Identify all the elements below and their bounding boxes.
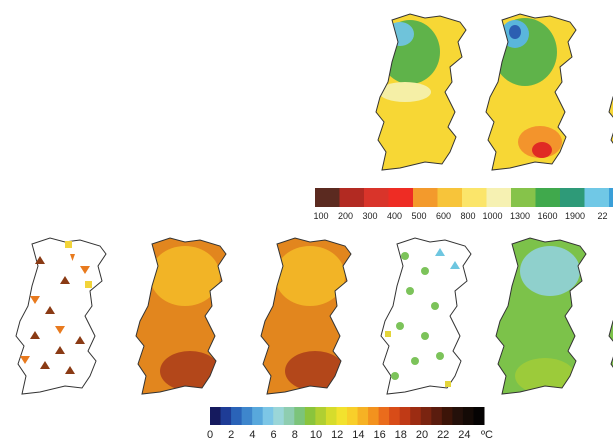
colorbar-swatch bbox=[609, 188, 613, 207]
colorbar-label: 22 bbox=[597, 211, 607, 221]
colorbar-swatch bbox=[368, 407, 379, 425]
colorbar-swatch bbox=[585, 188, 610, 207]
colorbar-label: 8 bbox=[292, 429, 298, 441]
colorbar-swatch bbox=[284, 407, 295, 425]
map-stations-triangles bbox=[10, 236, 110, 396]
map-temp-2 bbox=[255, 236, 355, 396]
colorbar-label: 0 bbox=[207, 429, 213, 441]
colorbar-swatch bbox=[315, 407, 326, 425]
colorbar-swatch bbox=[242, 407, 253, 425]
colorbar-swatch bbox=[421, 407, 432, 425]
colorbar-label: 20 bbox=[416, 429, 428, 441]
figure: 100200300400500600800100013001600190022 … bbox=[0, 0, 613, 443]
colorbar-label: 1900 bbox=[565, 211, 585, 221]
colorbar-swatch bbox=[410, 407, 421, 425]
colorbar-swatch bbox=[462, 188, 487, 207]
colorbar-swatch bbox=[336, 407, 347, 425]
colorbar-swatch bbox=[560, 188, 585, 207]
colorbar-label: 18 bbox=[395, 429, 407, 441]
map-stations-circles bbox=[375, 236, 475, 396]
colorbar-swatch bbox=[326, 407, 337, 425]
colorbar-label: 600 bbox=[436, 211, 451, 221]
colorbar-swatch bbox=[252, 407, 263, 425]
colorbar-swatch bbox=[431, 407, 442, 425]
colorbar-unit: ºC bbox=[481, 429, 493, 441]
colorbar-swatch bbox=[231, 407, 242, 425]
colorbar-label: 16 bbox=[373, 429, 385, 441]
colorbar-swatch bbox=[347, 407, 358, 425]
colorbar-label: 24 bbox=[458, 429, 470, 441]
map-partial-2 bbox=[603, 236, 613, 396]
colorbar-swatch bbox=[358, 407, 369, 425]
colorbar-label: 1600 bbox=[537, 211, 557, 221]
colorbar-label: 1300 bbox=[510, 211, 530, 221]
map-temp-1 bbox=[130, 236, 230, 396]
colorbar-label: 800 bbox=[460, 211, 475, 221]
colorbar-swatch bbox=[379, 407, 390, 425]
map-temp-3 bbox=[490, 236, 590, 396]
colorbar-swatch bbox=[305, 407, 316, 425]
map-partial bbox=[603, 12, 613, 172]
colorbar-swatch bbox=[487, 188, 512, 207]
colorbar-swatch bbox=[315, 188, 340, 207]
colorbar-label: 300 bbox=[362, 211, 377, 221]
map-precip-2 bbox=[480, 12, 580, 172]
colorbar-label: 100 bbox=[313, 211, 328, 221]
colorbar-label: 14 bbox=[352, 429, 364, 441]
colorbar-label: 12 bbox=[331, 429, 343, 441]
colorbar-swatch bbox=[210, 407, 221, 425]
colorbar-swatch bbox=[340, 188, 365, 207]
colorbar-swatch bbox=[400, 407, 411, 425]
colorbar-label: 500 bbox=[411, 211, 426, 221]
colorbar-swatch bbox=[536, 188, 561, 207]
map-precip-1 bbox=[370, 12, 470, 172]
colorbar-swatch bbox=[364, 188, 389, 207]
colorbar-swatch bbox=[473, 407, 484, 425]
colorbar-label: 200 bbox=[338, 211, 353, 221]
colorbar-swatch bbox=[511, 188, 536, 207]
colorbar-swatch bbox=[389, 407, 400, 425]
colorbar-swatch bbox=[442, 407, 453, 425]
colorbar-swatch bbox=[389, 188, 414, 207]
colorbar-label: 4 bbox=[249, 429, 255, 441]
colorbar-swatch bbox=[273, 407, 284, 425]
colorbar-swatch bbox=[263, 407, 274, 425]
colorbar-label: 6 bbox=[271, 429, 277, 441]
colorbar-swatch bbox=[438, 188, 463, 207]
colorbar-swatch bbox=[413, 188, 438, 207]
colorbar-label: 22 bbox=[437, 429, 449, 441]
colorbar-swatch bbox=[452, 407, 463, 425]
colorbar-label: 2 bbox=[228, 429, 234, 441]
colorbar-label: 10 bbox=[310, 429, 322, 441]
colorbar-swatch bbox=[221, 407, 232, 425]
colorbar-label: 1000 bbox=[482, 211, 502, 221]
colorbar-label: 400 bbox=[387, 211, 402, 221]
colorbar-swatch bbox=[463, 407, 474, 425]
precipitation-colorbar: 100 200 300 400 500 600 800 1000 1300 1600 1900 22 bbox=[313, 188, 613, 221]
colorbar-swatch bbox=[294, 407, 305, 425]
